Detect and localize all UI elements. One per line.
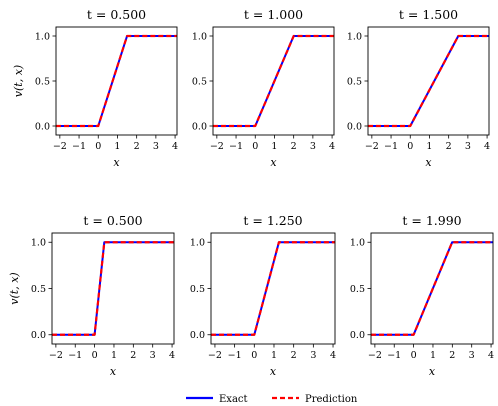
x-tick-label: −1 bbox=[68, 350, 82, 361]
series-line-prediction bbox=[52, 241, 174, 336]
subplot-title: t = 0.500 bbox=[83, 213, 142, 228]
x-tick-label: 4 bbox=[169, 350, 175, 361]
series-line-exact bbox=[56, 35, 177, 127]
x-tick-label: 3 bbox=[469, 350, 475, 361]
x-tick-label: 3 bbox=[150, 350, 156, 361]
subplot-6: −2 −1 0 1 2 3 4 0.0 0.5 1.0 t = 1.990 x bbox=[350, 213, 494, 378]
x-tick-label: −2 bbox=[53, 141, 67, 152]
legend: Exact Prediction bbox=[186, 394, 358, 405]
y-axis-label: v(t, x) bbox=[8, 272, 21, 304]
x-tick-label: 3 bbox=[310, 350, 316, 361]
y-tick-label: 0.0 bbox=[190, 330, 205, 341]
legend-label-prediction: Prediction bbox=[305, 394, 358, 405]
x-tick-label: 0 bbox=[92, 350, 98, 361]
x-tick-label: 2 bbox=[449, 350, 455, 361]
x-tick-label: −2 bbox=[49, 350, 63, 361]
y-tick-label: 0.5 bbox=[35, 76, 50, 87]
x-axis-label: x bbox=[113, 156, 120, 169]
x-tick-label: 0 bbox=[407, 141, 413, 152]
y-tick-label: 1.0 bbox=[350, 238, 365, 249]
x-tick-label: −1 bbox=[72, 141, 86, 152]
series-line-prediction bbox=[371, 241, 493, 336]
series-line-exact bbox=[211, 241, 335, 336]
subplot-2: −2 −1 0 1 2 3 4 0.0 0.5 1.0 t = 1.000 x bbox=[192, 7, 335, 169]
y-tick-label: 0.5 bbox=[31, 284, 46, 295]
x-tick-label: 1 bbox=[114, 141, 120, 152]
series-line-exact bbox=[368, 35, 489, 127]
subplot-title: t = 0.500 bbox=[87, 7, 146, 22]
x-tick-label: 4 bbox=[329, 141, 335, 152]
y-tick-label: 1.0 bbox=[192, 31, 207, 42]
y-tick-label: 0.5 bbox=[192, 76, 207, 87]
y-tick-label: 0.0 bbox=[35, 121, 50, 132]
x-tick-label: −1 bbox=[387, 350, 401, 361]
x-tick-label: 1 bbox=[430, 350, 436, 361]
subplot-4: −2 −1 0 1 2 3 4 0.0 0.5 1.0 t = 0.500 x v(t, x) bbox=[8, 213, 175, 378]
x-tick-label: 1 bbox=[111, 350, 117, 361]
series-line-prediction bbox=[211, 241, 335, 336]
series-line-exact bbox=[52, 241, 174, 336]
axes-frame bbox=[55, 26, 178, 136]
series-line-prediction bbox=[213, 34, 334, 128]
y-tick-label: 1.0 bbox=[35, 31, 50, 42]
y-tick-label: 0.0 bbox=[347, 121, 362, 132]
subplot-title: t = 1.990 bbox=[402, 213, 461, 228]
x-tick-label: −2 bbox=[210, 141, 224, 152]
axes-frame bbox=[210, 232, 336, 345]
subplot-title: t = 1.500 bbox=[399, 7, 458, 22]
x-tick-label: 3 bbox=[310, 141, 316, 152]
x-tick-label: 1 bbox=[426, 141, 432, 152]
x-tick-label: 4 bbox=[484, 141, 490, 152]
x-tick-label: 4 bbox=[488, 350, 494, 361]
axes-frame bbox=[367, 26, 490, 136]
x-axis-label: x bbox=[425, 156, 432, 169]
x-tick-label: 2 bbox=[291, 141, 297, 152]
series-line-prediction bbox=[368, 34, 489, 128]
x-tick-label: −1 bbox=[384, 141, 398, 152]
x-tick-label: 1 bbox=[271, 141, 277, 152]
x-tick-label: 3 bbox=[465, 141, 471, 152]
x-axis-label: x bbox=[270, 156, 277, 169]
x-tick-label: −2 bbox=[365, 141, 379, 152]
y-axis-label: v(t, x) bbox=[12, 65, 25, 97]
x-axis-label: x bbox=[429, 365, 436, 378]
x-tick-label: 2 bbox=[130, 350, 136, 361]
x-tick-label: −2 bbox=[208, 350, 222, 361]
x-tick-label: 0 bbox=[95, 141, 101, 152]
y-tick-label: 0.0 bbox=[350, 330, 365, 341]
x-tick-label: 2 bbox=[446, 141, 452, 152]
x-tick-label: 0 bbox=[252, 141, 258, 152]
axes-frame bbox=[51, 232, 175, 345]
x-tick-label: 2 bbox=[291, 350, 297, 361]
series-line-prediction bbox=[56, 34, 177, 128]
y-tick-label: 1.0 bbox=[347, 31, 362, 42]
y-tick-label: 1.0 bbox=[31, 238, 46, 249]
y-tick-label: 0.0 bbox=[31, 330, 46, 341]
subplot-5: −2 −1 0 1 2 3 4 0.0 0.5 1.0 t = 1.250 x bbox=[190, 213, 336, 378]
x-axis-label: x bbox=[110, 365, 117, 378]
subplot-3: −2 −1 0 1 2 3 4 0.0 0.5 1.0 t = 1.500 x bbox=[347, 7, 490, 169]
x-tick-label: −1 bbox=[229, 141, 243, 152]
y-tick-label: 0.5 bbox=[350, 284, 365, 295]
x-tick-label: 4 bbox=[172, 141, 178, 152]
x-tick-label: 2 bbox=[134, 141, 140, 152]
x-tick-label: −1 bbox=[228, 350, 242, 361]
x-tick-label: 0 bbox=[411, 350, 417, 361]
y-tick-label: 0.0 bbox=[192, 121, 207, 132]
legend-label-exact: Exact bbox=[219, 394, 248, 405]
y-tick-label: 1.0 bbox=[190, 238, 205, 249]
x-tick-label: 4 bbox=[330, 350, 336, 361]
y-tick-label: 0.5 bbox=[347, 76, 362, 87]
x-tick-label: 3 bbox=[153, 141, 159, 152]
x-tick-label: 1 bbox=[271, 350, 277, 361]
subplot-title: t = 1.250 bbox=[243, 213, 302, 228]
subplot-title: t = 1.000 bbox=[244, 7, 303, 22]
x-axis-label: x bbox=[270, 365, 277, 378]
x-tick-label: −2 bbox=[368, 350, 382, 361]
subplot-1: −2 −1 0 1 2 3 4 0.0 0.5 1.0 t = 0.500 x v(t, x) bbox=[12, 7, 178, 169]
y-tick-label: 0.5 bbox=[190, 284, 205, 295]
x-tick-label: 0 bbox=[251, 350, 257, 361]
